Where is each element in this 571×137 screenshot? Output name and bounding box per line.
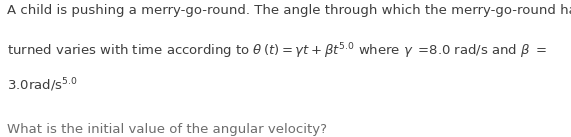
Text: What is the initial value of the angular velocity?: What is the initial value of the angular… xyxy=(7,123,327,136)
Text: turned varies with time according to $\theta\,(t) = \gamma t + \beta t^{5.0}$ wh: turned varies with time according to $\t… xyxy=(7,41,547,61)
Text: 3.0rad/s$^{5.0}$: 3.0rad/s$^{5.0}$ xyxy=(7,77,78,94)
Text: A child is pushing a merry-go-round. The angle through which the merry-go-round : A child is pushing a merry-go-round. The… xyxy=(7,4,571,17)
